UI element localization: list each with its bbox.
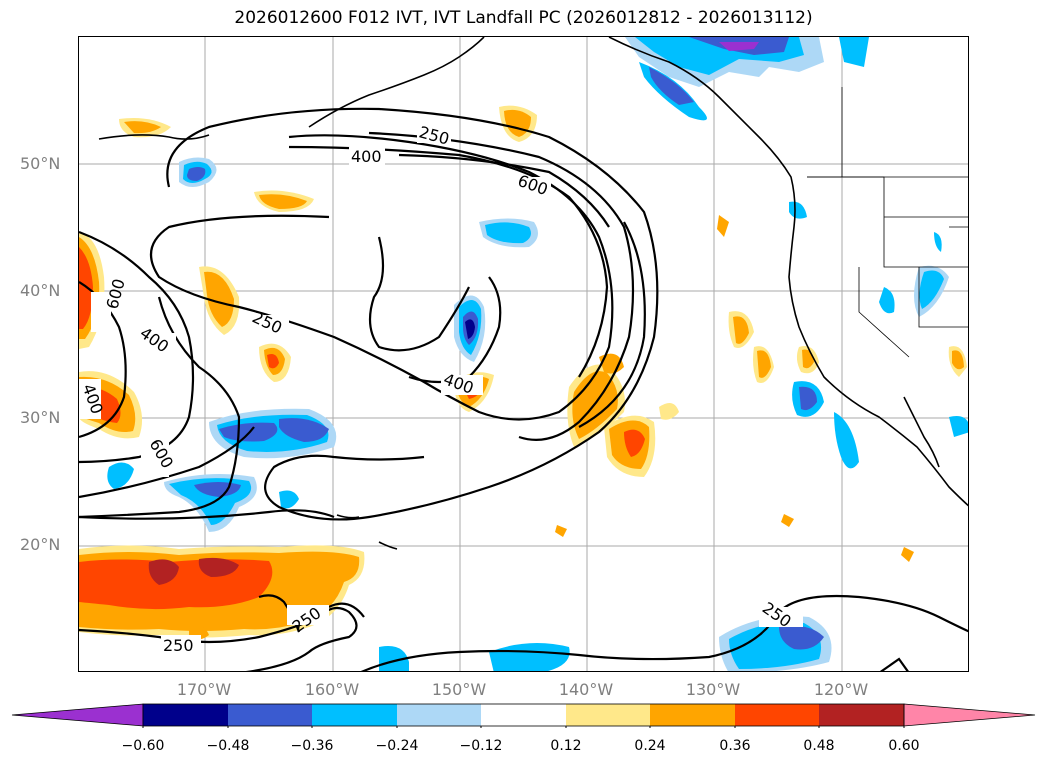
lat-label-40n: 40°N xyxy=(20,281,61,300)
lon-label-140w: 140°W xyxy=(558,680,614,699)
colorbar-segment-3 xyxy=(312,704,397,726)
lat-label-30n: 30°N xyxy=(20,408,61,427)
chart-title: 2026012600 F012 IVT, IVT Landfall PC (20… xyxy=(234,8,813,28)
colorbar-segment-8 xyxy=(735,704,819,726)
lon-label-160w: 160°W xyxy=(304,680,360,699)
lon-label-150w: 150°W xyxy=(431,680,487,699)
colorbar-segment-9 xyxy=(819,704,904,726)
colorbar-tick-4: −0.24 xyxy=(375,738,419,754)
colorbar-extend-low xyxy=(11,703,144,727)
lat-label-20n: 20°N xyxy=(20,535,61,554)
political-borders xyxy=(807,87,968,358)
ivt-contours xyxy=(79,107,968,671)
colorbar-tick-8: 0.36 xyxy=(719,738,751,754)
map-canvas: 250 400 600 600 250 400 400 400 600 250 … xyxy=(79,37,968,671)
colorbar-segment-1 xyxy=(143,704,228,726)
colorbar-tick-7: 0.24 xyxy=(634,738,666,754)
colorbar-tick-10: 0.60 xyxy=(888,738,920,754)
colorbar-segment-4 xyxy=(397,704,481,726)
contour-label-600-left: 600 xyxy=(103,277,129,311)
colorbar-extend-high xyxy=(903,703,1036,727)
map-panel: 250 400 600 600 250 400 400 400 600 250 … xyxy=(78,36,969,672)
colorbar-tick-2: −0.48 xyxy=(206,738,250,754)
contour-label-250-bottom-left: 250 xyxy=(163,636,194,655)
colorbar-tick-1: −0.60 xyxy=(121,738,165,754)
colorbar-tick-5: −0.12 xyxy=(459,738,503,754)
contour-label-400-top: 400 xyxy=(351,147,382,166)
colorbar-segment-2 xyxy=(228,704,312,726)
colorbar-segment-5 xyxy=(481,704,566,726)
colorbar-tick-6: 0.12 xyxy=(550,738,582,754)
colorbar-segment-7 xyxy=(650,704,735,726)
colorbar xyxy=(11,703,1036,728)
lon-label-170w: 170°W xyxy=(176,680,232,699)
coastline xyxy=(98,37,968,550)
colorbar-tick-9: 0.48 xyxy=(803,738,835,754)
lat-label-50n: 50°N xyxy=(20,154,61,173)
colorbar-segment-6 xyxy=(566,704,650,726)
lon-label-120w: 120°W xyxy=(813,680,869,699)
colorbar-tick-3: −0.36 xyxy=(290,738,334,754)
lon-label-130w: 130°W xyxy=(685,680,741,699)
